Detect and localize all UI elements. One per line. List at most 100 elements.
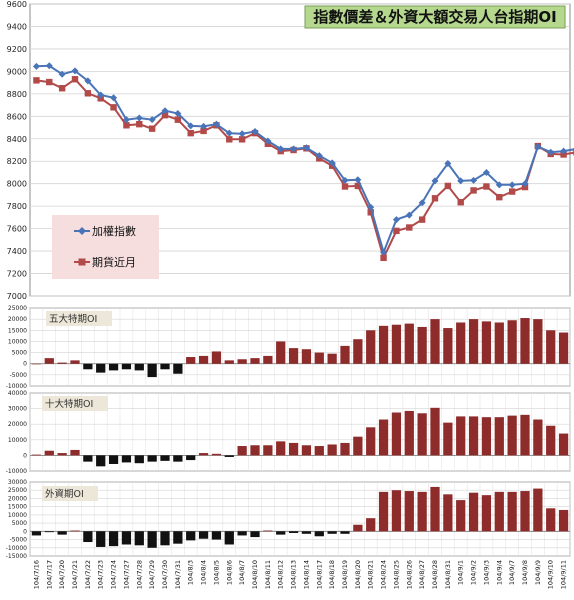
index-point bbox=[84, 77, 92, 85]
oi-bar bbox=[108, 455, 119, 464]
oi-bar bbox=[83, 531, 93, 543]
oi-bar bbox=[160, 363, 170, 370]
x-date-label: 104/7/27 bbox=[122, 560, 130, 589]
oi-bar bbox=[173, 455, 183, 462]
index-point bbox=[97, 91, 105, 99]
oi-bar bbox=[147, 455, 157, 462]
x-date-label: 104/7/28 bbox=[135, 560, 143, 589]
oi-bar bbox=[494, 491, 504, 532]
panel-y-tick-label: 25000 bbox=[8, 305, 27, 312]
index-point bbox=[380, 248, 388, 256]
panel-y-tick-label: 15000 bbox=[8, 327, 27, 334]
oi-bar bbox=[263, 355, 273, 364]
oi-bar bbox=[443, 494, 453, 532]
index-point bbox=[354, 176, 362, 184]
panel-top5-oi: -10000 -5000 0 5000 10000 15000 20000 25000 五大特… bbox=[6, 305, 571, 390]
x-date-label: 104/7/29 bbox=[148, 560, 156, 589]
legend-marker-diamond-icon bbox=[78, 227, 86, 235]
x-date-label: 104/9/10 bbox=[547, 560, 555, 589]
oi-bar bbox=[340, 531, 350, 534]
oi-bar bbox=[198, 355, 209, 364]
oi-bar bbox=[430, 407, 440, 456]
oi-bar bbox=[147, 363, 157, 378]
oi-bar bbox=[186, 531, 196, 541]
oi-bar bbox=[224, 455, 234, 457]
x-date-label: 104/7/16 bbox=[32, 560, 40, 589]
oi-bar bbox=[250, 531, 260, 538]
panel-y-tick-label: 5000 bbox=[12, 520, 27, 527]
index-point bbox=[315, 152, 323, 160]
panel-y-tick-label: 0 bbox=[23, 452, 27, 459]
x-date-label: 104/8/21 bbox=[367, 560, 375, 589]
oi-bar bbox=[494, 322, 504, 364]
oi-bar bbox=[417, 413, 427, 456]
x-date-label: 104/7/21 bbox=[71, 560, 79, 589]
oi-bar bbox=[456, 416, 466, 456]
oi-bar bbox=[108, 531, 119, 547]
panel-top10-bars bbox=[31, 407, 569, 467]
oi-bar bbox=[430, 319, 440, 364]
panel-y-tick-label: 10000 bbox=[8, 338, 27, 345]
oi-bar bbox=[443, 422, 453, 456]
main-y-tick-label: 7600 bbox=[7, 225, 27, 234]
oi-bar bbox=[340, 345, 350, 364]
oi-bar bbox=[558, 332, 569, 364]
oi-bar bbox=[147, 531, 157, 548]
x-date-label: 104/8/25 bbox=[392, 560, 400, 589]
x-date-label: 104/8/18 bbox=[328, 560, 336, 589]
futures-point bbox=[84, 90, 92, 97]
x-date-label: 104/7/17 bbox=[45, 560, 53, 589]
panel-y-tick-label: 15000 bbox=[8, 504, 27, 511]
oi-bar bbox=[173, 363, 183, 374]
x-date-label: 104/9/3 bbox=[482, 560, 490, 585]
oi-bar bbox=[378, 325, 389, 364]
oi-bar bbox=[237, 446, 247, 456]
futures-point bbox=[496, 193, 503, 201]
oi-bar bbox=[121, 455, 132, 463]
index-point bbox=[547, 148, 555, 156]
oi-bar bbox=[391, 324, 402, 364]
index-point bbox=[444, 159, 452, 167]
main-y-tick-label: 8800 bbox=[7, 90, 27, 99]
oi-bar bbox=[44, 358, 54, 364]
index-point bbox=[341, 176, 349, 184]
oi-bar bbox=[301, 531, 312, 534]
x-date-label: 104/9/11 bbox=[560, 560, 568, 589]
index-point bbox=[418, 199, 426, 207]
panel-top10-oi: -10000 0 10000 20000 30000 40000 十大特期OI bbox=[6, 390, 571, 475]
index-point bbox=[161, 107, 169, 115]
oi-bar bbox=[108, 363, 119, 371]
oi-bar bbox=[57, 531, 67, 535]
x-date-label: 104/7/24 bbox=[110, 560, 118, 589]
chart-title: 指數價差＆外資大額交易人台指期OI bbox=[313, 8, 556, 26]
oi-bar bbox=[404, 410, 414, 456]
x-date-label: 104/8/14 bbox=[302, 560, 310, 589]
oi-bar bbox=[353, 524, 363, 532]
oi-bar bbox=[520, 318, 530, 364]
oi-bar bbox=[366, 518, 376, 532]
main-y-tick-label: 8400 bbox=[7, 135, 27, 144]
legend-label-index: 加權指數 bbox=[92, 224, 136, 238]
oi-bar bbox=[494, 417, 504, 456]
index-point bbox=[277, 145, 285, 153]
index-point bbox=[534, 143, 542, 151]
oi-bar bbox=[96, 363, 106, 373]
oi-bar bbox=[507, 491, 517, 532]
x-date-label: 104/7/23 bbox=[97, 560, 105, 589]
index-point bbox=[457, 177, 465, 185]
index-point bbox=[482, 168, 490, 176]
oi-bar bbox=[533, 419, 543, 456]
index-point bbox=[200, 122, 208, 130]
oi-bar bbox=[96, 455, 106, 467]
oi-bar bbox=[121, 531, 132, 545]
oi-bar bbox=[121, 363, 132, 370]
futures-point bbox=[110, 104, 117, 111]
oi-bar bbox=[546, 508, 556, 532]
oi-bar bbox=[57, 362, 67, 364]
futures-point bbox=[148, 125, 156, 132]
index-point bbox=[367, 203, 375, 211]
panel-top10-title: 十大特期OI bbox=[45, 398, 93, 410]
